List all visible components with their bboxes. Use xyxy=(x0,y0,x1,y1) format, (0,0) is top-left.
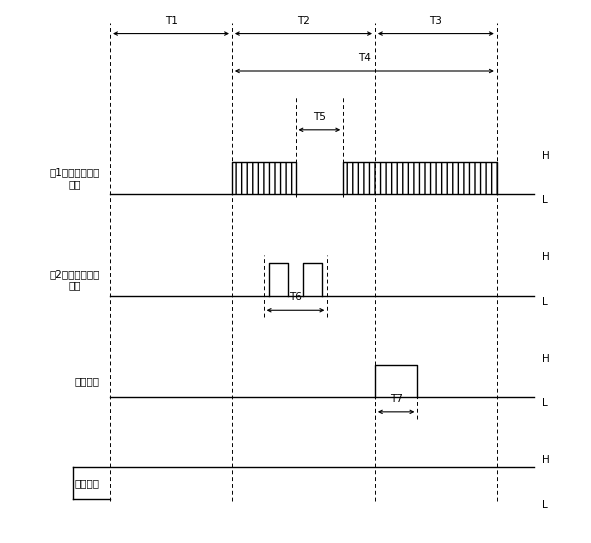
Text: H: H xyxy=(542,353,550,364)
Text: L: L xyxy=(542,399,547,408)
Text: T7: T7 xyxy=(389,394,402,404)
Text: L: L xyxy=(542,500,547,510)
Text: H: H xyxy=(542,150,550,161)
Text: 第1ドップラーー
信号: 第1ドップラーー 信号 xyxy=(49,167,99,189)
Text: T1: T1 xyxy=(164,16,177,26)
Text: T6: T6 xyxy=(289,292,302,302)
Text: 制御信号: 制御信号 xyxy=(74,478,99,488)
Text: L: L xyxy=(542,297,547,307)
Text: L: L xyxy=(542,195,547,205)
Text: H: H xyxy=(542,252,550,262)
Text: T3: T3 xyxy=(430,16,442,26)
Bar xyxy=(343,162,497,194)
Text: T5: T5 xyxy=(313,112,326,122)
Text: T2: T2 xyxy=(297,16,310,26)
Text: H: H xyxy=(542,456,550,465)
Bar xyxy=(232,162,296,194)
Text: 検知信号: 検知信号 xyxy=(74,376,99,386)
Text: 第2ドップラーー
信号: 第2ドップラーー 信号 xyxy=(49,269,99,291)
Text: T4: T4 xyxy=(358,53,371,63)
